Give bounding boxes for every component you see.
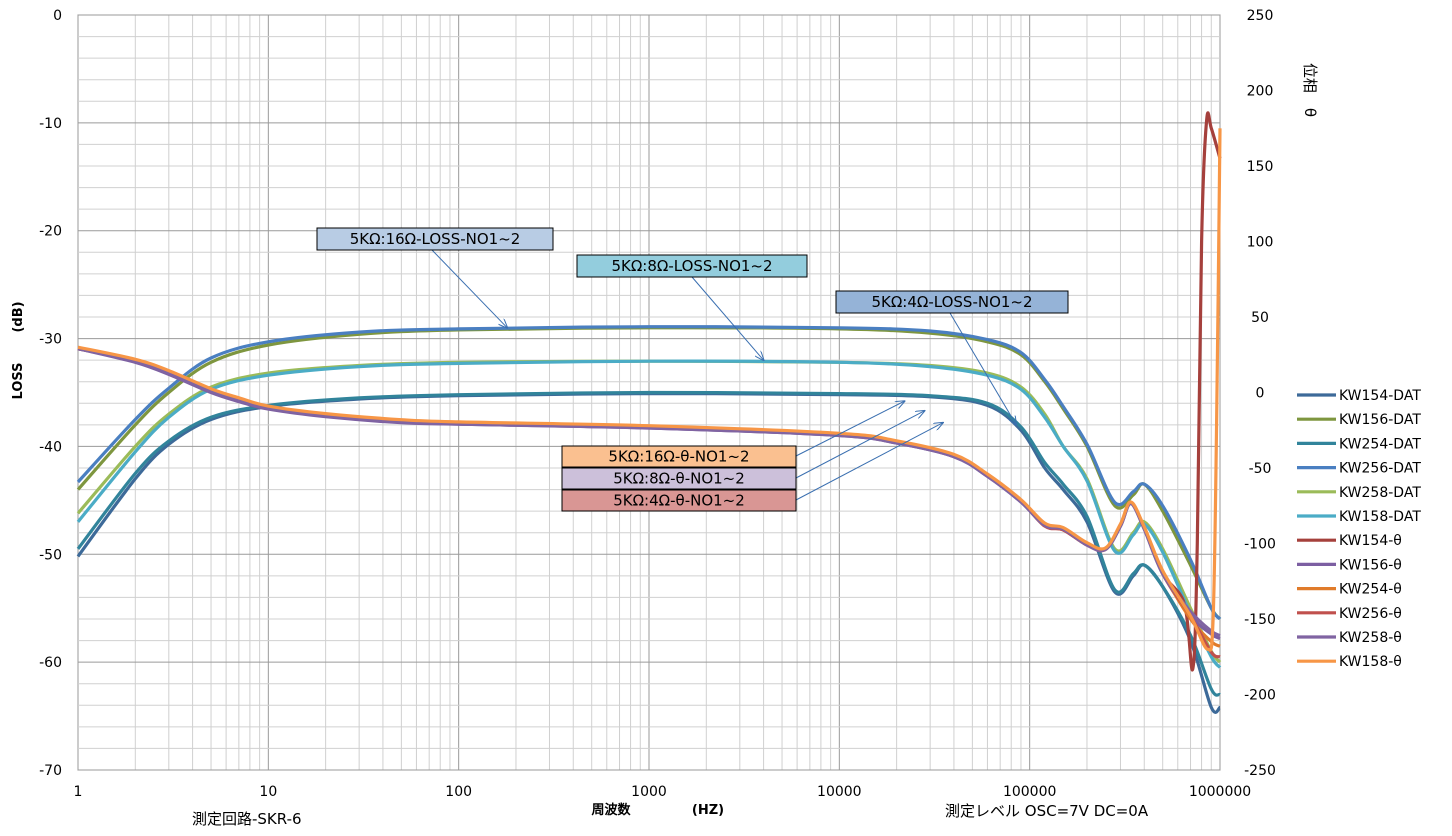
- y-right-tick-label: 150: [1247, 159, 1274, 175]
- plot-area: [76, 111, 1222, 714]
- callouts: 5KΩ:16Ω-LOSS-NO1~2 5KΩ:8Ω-LOSS-NO1~2 5KΩ:4…: [316, 227, 1069, 512]
- y-right-tick-label: -50: [1249, 461, 1272, 477]
- legend-label-5: KW158-DAT: [1339, 509, 1421, 525]
- legend-label-4: KW258-DAT: [1339, 485, 1421, 501]
- callout-box-4: [561, 467, 797, 490]
- y-right-tick-label: 250: [1247, 8, 1274, 24]
- legend-label-6: KW154-θ: [1339, 533, 1402, 549]
- x-tick-label: 10: [259, 784, 277, 800]
- legend-label-11: KW158-θ: [1339, 654, 1402, 670]
- y-right-tick-label: -150: [1244, 612, 1276, 628]
- callout-label-1: 5KΩ:8Ω-LOSS-NO1~2: [611, 257, 772, 275]
- footer-right-note: 測定レベル OSC=7V DC=0A: [945, 802, 1149, 820]
- y-left-tick-label: -40: [39, 439, 62, 455]
- series-line-5: [76, 359, 1222, 669]
- x-tick-label: 10000: [817, 784, 862, 800]
- legend-label-2: KW254-DAT: [1339, 436, 1421, 452]
- y-right-tick-label: -250: [1244, 763, 1276, 779]
- series-line-11: [77, 128, 1222, 652]
- y-left-tick-label: -30: [39, 332, 62, 348]
- y-left-tick-label: -20: [39, 224, 62, 240]
- callout-arrow-4: [795, 411, 924, 479]
- callout-label-5: 5KΩ:4Ω-θ-NO1~2: [613, 492, 745, 510]
- legend-label-3: KW256-DAT: [1339, 461, 1421, 477]
- x-tick-label: 1000: [631, 784, 667, 800]
- callout-box-2: [835, 290, 1069, 314]
- legend-label-8: KW254-θ: [1339, 582, 1402, 598]
- x-tick-label: 1000000: [1189, 784, 1251, 800]
- x-tick-label: 100000: [1003, 784, 1056, 800]
- y-right-tick-label: 100: [1247, 235, 1274, 251]
- callout-arrow-3: [795, 401, 905, 457]
- y-left-tick-label: -70: [39, 763, 62, 779]
- footer-left-note: 測定回路-SKR-6: [192, 810, 302, 828]
- series-line-3: [76, 325, 1222, 621]
- callout-box-3: [561, 445, 797, 468]
- callout-box-0: [316, 227, 554, 251]
- callout-arrow-5: [795, 423, 943, 501]
- legend-label-9: KW256-θ: [1339, 606, 1402, 622]
- legend-label-10: KW258-θ: [1339, 630, 1402, 646]
- y-left-tick-label: -50: [39, 547, 62, 563]
- callout-arrow-1: [691, 276, 764, 360]
- y-right-tick-label: -100: [1244, 537, 1276, 553]
- y-right-tick-label: 200: [1247, 84, 1274, 100]
- y-right-tick-label: 0: [1256, 386, 1265, 402]
- series-line-4: [76, 359, 1222, 664]
- callout-box-1: [576, 254, 808, 278]
- tick-labels: 1 10 100 1000 10000 100000 10000000-10-20-30-4…: [39, 8, 1276, 800]
- y-left-tick-label: -10: [39, 116, 62, 132]
- legend-label-0: KW154-DAT: [1339, 388, 1421, 404]
- legend-label-1: KW156-DAT: [1339, 412, 1421, 428]
- callout-label-2: 5KΩ:4Ω-LOSS-NO1~2: [871, 293, 1032, 311]
- series-line-2: [76, 390, 1221, 697]
- x-tick-label: 100: [445, 784, 472, 800]
- x-axis-unit: (HZ): [692, 803, 724, 818]
- callout-label-3: 5KΩ:16Ω-θ-NO1~2: [608, 448, 749, 466]
- callout-arrow-0: [431, 249, 507, 328]
- callout-label-0: 5KΩ:16Ω-LOSS-NO1~2: [350, 230, 521, 248]
- x-tick-label: 1: [74, 784, 83, 800]
- callout-box-5: [561, 489, 797, 512]
- y-left-tick-label: 0: [53, 8, 62, 24]
- y-axis-left-label: LOSS: [11, 362, 26, 399]
- x-axis-title: 周波数: [591, 802, 631, 818]
- legend-label-7: KW156-θ: [1339, 557, 1402, 573]
- y-right-tick-label: 50: [1251, 310, 1269, 326]
- y-right-tick-label: -200: [1244, 688, 1276, 704]
- y-axis-left-title: LOSS: [11, 362, 26, 399]
- callout-label-4: 5KΩ:8Ω-θ-NO1~2: [613, 470, 745, 488]
- y-axis-right-title: 位相 θ: [1301, 63, 1319, 117]
- legend: KW154-DAT KW156-DAT KW254-DAT KW256-DAT KW25…: [1297, 388, 1421, 670]
- y-left-tick-label: -60: [39, 655, 62, 671]
- y-axis-left-unit: (dB): [11, 301, 26, 332]
- callout-arrow-2: [949, 312, 1016, 425]
